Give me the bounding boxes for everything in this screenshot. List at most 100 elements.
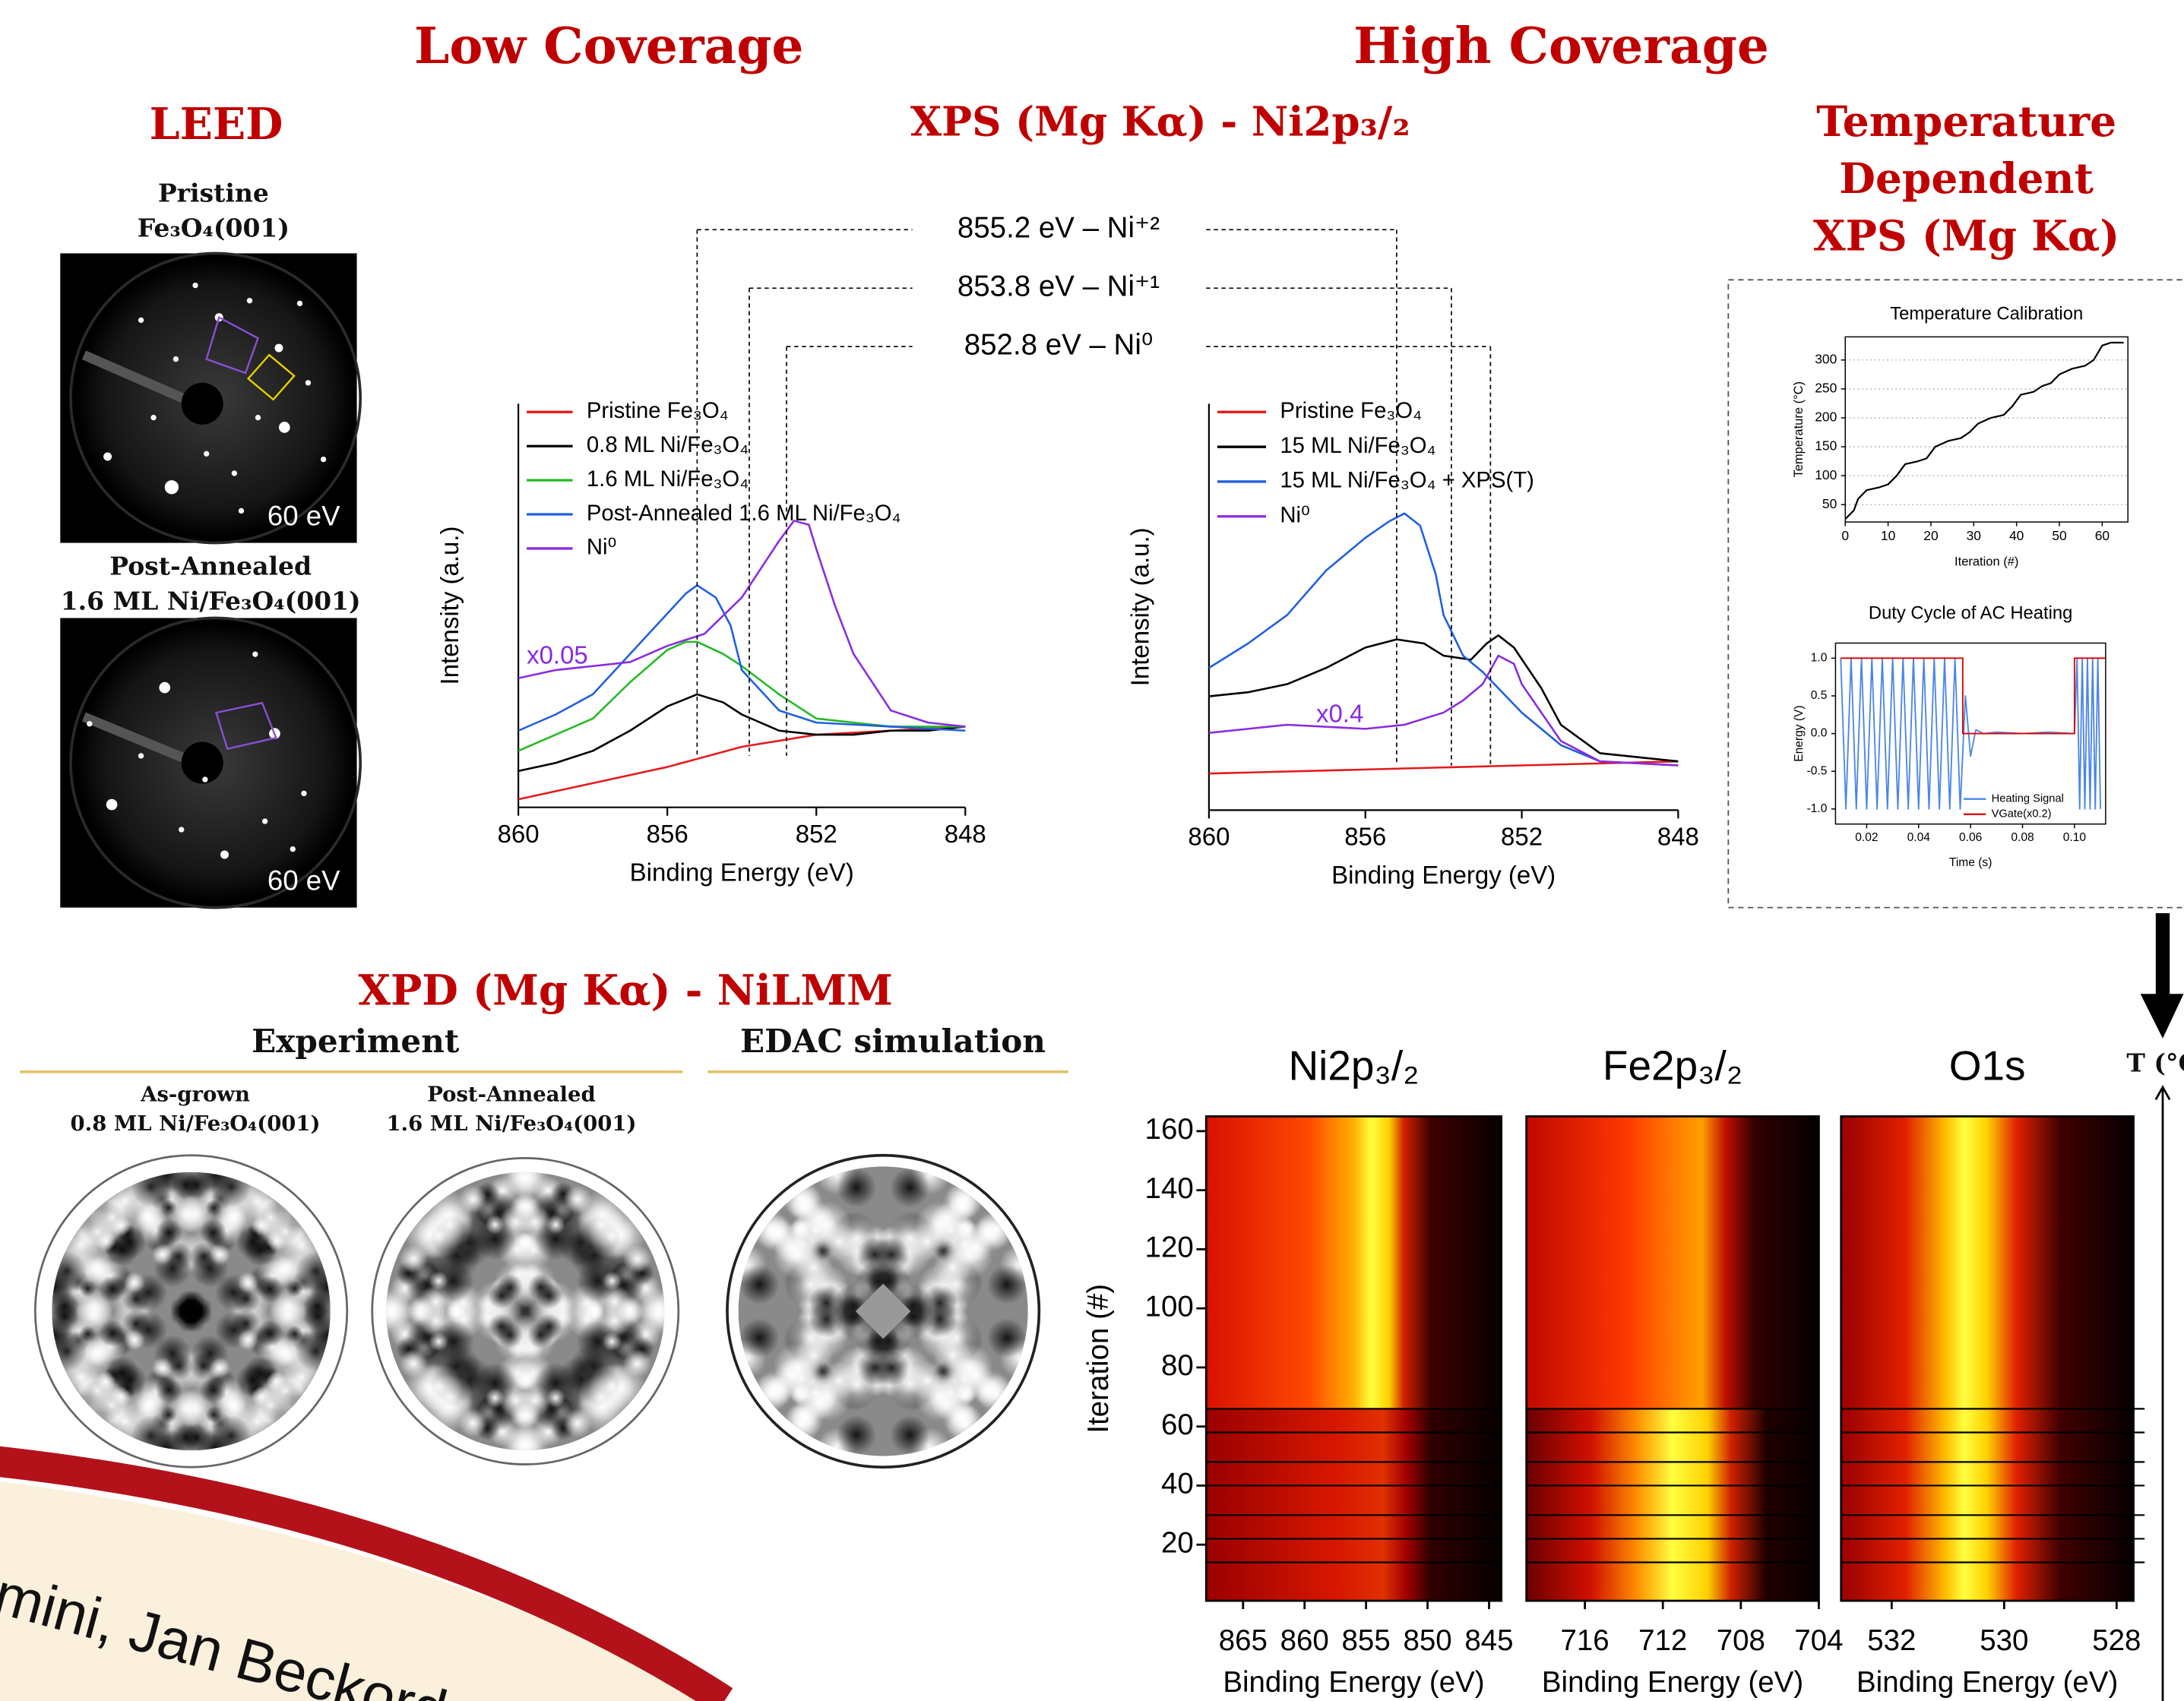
low-coverage-header: Low Coverage [414,16,803,75]
xpd-blob [973,1219,1002,1247]
legend-label: Post-Annealed 1.6 ML Ni/Fe₃O₄ [587,501,901,526]
series-line [518,726,965,799]
xpd-blob [200,1376,228,1404]
xpd-blob [237,1329,258,1351]
y-tick-label: 50 [1822,496,1837,511]
x-tick-label: 50 [2052,528,2066,543]
leed-spot [204,451,209,457]
y-tick-label: 20 [1161,1526,1194,1559]
x-tick-label: 30 [1967,528,1981,543]
x-tick-label: 528 [2092,1624,2141,1657]
series-line [1209,635,1678,761]
leed-spot [87,721,92,726]
leed-spot [321,457,326,462]
y-tick-label: 160 [1145,1113,1194,1146]
xpd-sample-label: As-grown [140,1082,250,1106]
x-tick-label: 856 [647,820,688,848]
y-tick-label: 1.0 [1811,651,1828,664]
y-tick-label: 40 [1161,1468,1194,1500]
x-axis-label: Binding Energy (eV) [1542,1666,1803,1699]
leed-spot [192,283,198,288]
leed-energy: 60 eV [267,500,340,531]
xpd-blob [209,1358,230,1379]
xpd-blob [546,1388,565,1407]
xpd-blob [152,1244,173,1265]
x-tick-label: 530 [1980,1624,2028,1657]
xpd-blob [546,1215,565,1234]
y-tick-label: 100 [1815,467,1837,482]
xpd-blob [603,1332,622,1351]
xpd-blob [155,1219,183,1247]
legend-label: Pristine Fe₃O₄ [1280,398,1422,423]
leed-spot [179,827,184,832]
x-tick-label: 0.08 [2011,831,2034,844]
y-tick-label: 200 [1815,409,1837,425]
xpd-blob [987,1265,1027,1304]
xpd-blob [791,1194,819,1222]
leed-spot [159,682,170,694]
heatmap-field [1841,1409,2134,1601]
xpd-sample: 0.8 ML Ni/Fe₃O₄(001) [71,1111,321,1136]
reference-label: 855.2 eV – Ni⁺² [957,211,1160,244]
xpd-blob [99,1320,127,1348]
xpd-blob [286,1326,303,1342]
x-tick-label: 712 [1638,1624,1687,1657]
xpd-blob [426,1202,473,1249]
x-axis-label: Iteration (#) [1955,555,2018,569]
x-axis-label: Binding Energy (eV) [1331,861,1556,889]
annotation: x0.4 [1316,699,1363,727]
y-axis-label: Intensity (a.u.) [1126,527,1154,686]
xpd-blob [948,1194,976,1222]
legend-label: 15 ML Ni/Fe₃O₄ [1280,433,1435,458]
xpd-blob [765,1376,793,1404]
xpd-blob [837,1415,876,1455]
annotation: x0.05 [527,641,588,669]
xpd-blob [155,1376,183,1404]
legend-label: Ni⁰ [587,535,616,560]
y-axis-label: Iteration (#) [1082,1284,1115,1434]
leed-spot [255,415,261,420]
x-tick-label: 0 [1841,528,1849,543]
x-tick-label: 60 [2095,528,2110,543]
xpd-blob [160,1406,176,1423]
xpd-blob [486,1388,505,1407]
xpd-blob [497,1274,524,1301]
leed-label: Pristine [158,179,269,208]
leed-spot [301,791,306,796]
xpd-blob [99,1275,127,1303]
leed-spot [150,415,156,420]
xpd-blob [973,1376,1002,1404]
x-tick-label: 716 [1561,1624,1610,1657]
x-tick-label: 856 [1344,822,1386,850]
leed-spot [252,651,258,656]
y-tick-label: 60 [1161,1409,1194,1441]
xpd-blob [286,1280,303,1297]
leed-title: LEED [150,100,283,150]
x-tick-label: 0.04 [1907,831,1931,844]
leed-spot [279,422,290,433]
x-tick-label: 40 [2009,528,2024,543]
xpd-blob [79,1280,96,1297]
leed-spot [290,846,296,852]
xpd-blob [124,1329,145,1351]
xpd-sample-label: Post-Annealed [427,1082,595,1106]
xpd-blob [765,1219,793,1247]
y-tick-label: 140 [1145,1172,1194,1205]
y-tick-label: 120 [1145,1231,1194,1264]
series-line [1209,761,1678,773]
y-tick-label: 80 [1161,1349,1194,1382]
xpd-blob [256,1275,284,1303]
tdxps-title: Temperature [1816,96,2116,146]
x-tick-label: 855 [1342,1624,1391,1657]
xpd-blob [578,1374,625,1421]
xpd-blob [486,1215,505,1234]
heatmap-title: Fe2p₃/₂ [1603,1042,1742,1089]
leed-label: Post-Annealed [109,552,312,581]
down-arrow-head [2141,994,2184,1039]
leed-energy: 60 eV [267,865,340,896]
legend-label: Pristine Fe₃O₄ [587,398,729,423]
xps-title: XPS (Mg Kα) - Ni2p₃/₂ [910,97,1410,145]
leed-holder [182,742,223,784]
y-axis-label: Intensity (a.u.) [435,526,464,685]
xpd-blob [987,1318,1027,1358]
